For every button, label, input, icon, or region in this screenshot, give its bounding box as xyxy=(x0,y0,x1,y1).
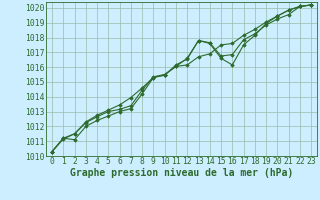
X-axis label: Graphe pression niveau de la mer (hPa): Graphe pression niveau de la mer (hPa) xyxy=(70,168,293,178)
